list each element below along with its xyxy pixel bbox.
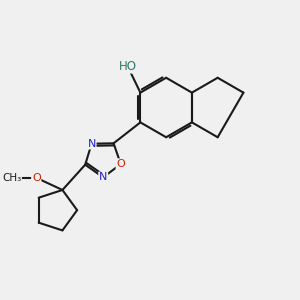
Text: N: N (99, 172, 107, 182)
Text: HO: HO (118, 60, 136, 73)
Text: N: N (87, 139, 96, 149)
Text: CH₃: CH₃ (2, 173, 21, 183)
Text: O: O (116, 159, 125, 169)
Text: O: O (32, 173, 40, 183)
